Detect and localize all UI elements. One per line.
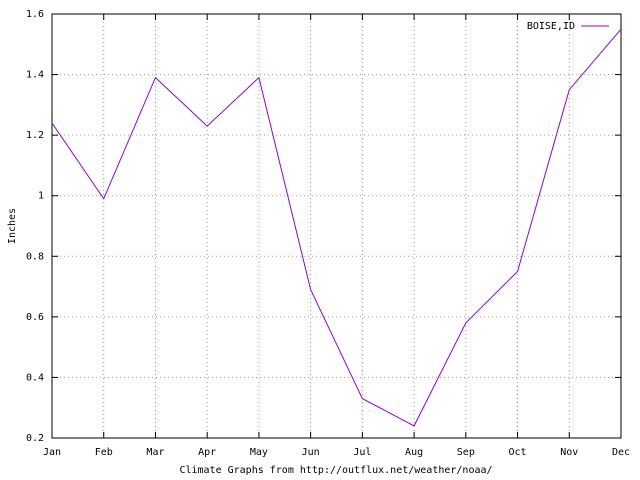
x-tick-label: Jan bbox=[43, 447, 61, 458]
x-axis-label: Climate Graphs from http://outflux.net/w… bbox=[179, 465, 492, 476]
x-tick-label: Dec bbox=[612, 447, 630, 458]
x-tick-label: Aug bbox=[405, 447, 423, 458]
y-tick-label: 0.6 bbox=[26, 312, 44, 323]
plot-frame bbox=[51, 13, 622, 439]
y-tick-label: 1.2 bbox=[26, 130, 44, 141]
x-tick-label: May bbox=[250, 447, 268, 458]
y-tick-label: 1.6 bbox=[26, 9, 44, 20]
y-tick-label: 1.4 bbox=[26, 70, 44, 81]
x-tick-label: Feb bbox=[95, 447, 113, 458]
x-tick-label: Nov bbox=[560, 447, 578, 458]
y-tick-label: 0.8 bbox=[26, 251, 44, 262]
legend-label: BOISE,ID bbox=[527, 21, 575, 32]
x-tick-label: Jun bbox=[302, 447, 320, 458]
y-tick-label: 0.2 bbox=[26, 433, 44, 444]
y-tick-label: 0.4 bbox=[26, 372, 44, 383]
y-axis-label: Inches bbox=[7, 208, 18, 244]
y-tick-label: 1 bbox=[38, 191, 44, 202]
x-tick-label: Mar bbox=[146, 447, 164, 458]
x-tick-label: Oct bbox=[509, 447, 527, 458]
data-line bbox=[51, 28, 622, 427]
x-tick-label: Jul bbox=[353, 447, 371, 458]
x-tick-label: Apr bbox=[198, 447, 216, 458]
x-tick-label: Sep bbox=[457, 447, 475, 458]
